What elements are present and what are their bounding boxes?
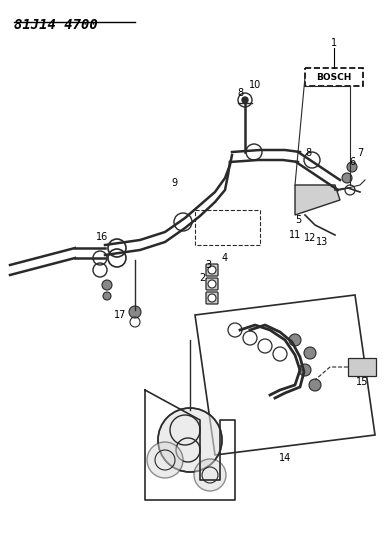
Text: BOSCH: BOSCH (316, 72, 352, 82)
Text: 7: 7 (357, 148, 363, 158)
Text: 11: 11 (289, 230, 301, 240)
Circle shape (208, 294, 216, 302)
Text: 10: 10 (249, 80, 261, 90)
Circle shape (289, 334, 301, 346)
Circle shape (242, 97, 248, 103)
Text: 8: 8 (305, 148, 311, 158)
Text: 15: 15 (356, 377, 368, 387)
Polygon shape (295, 185, 340, 215)
Text: 81J14 4700: 81J14 4700 (14, 18, 98, 32)
Text: 12: 12 (304, 233, 316, 243)
Circle shape (304, 347, 316, 359)
Text: 14: 14 (279, 453, 291, 463)
FancyBboxPatch shape (206, 264, 218, 276)
Circle shape (102, 280, 112, 290)
FancyBboxPatch shape (206, 292, 218, 304)
Circle shape (347, 162, 357, 172)
FancyBboxPatch shape (206, 278, 218, 290)
Text: 6: 6 (349, 157, 355, 167)
Circle shape (103, 292, 111, 300)
Bar (305, 68, 363, 86)
Circle shape (309, 379, 321, 391)
Circle shape (208, 280, 216, 288)
Circle shape (147, 442, 183, 478)
Text: 5: 5 (295, 215, 301, 225)
Circle shape (299, 364, 311, 376)
Text: 1: 1 (331, 38, 337, 48)
Circle shape (208, 266, 216, 274)
Text: 13: 13 (316, 237, 328, 247)
Text: 16: 16 (96, 232, 108, 242)
Text: 9: 9 (171, 178, 177, 188)
Text: 8: 8 (237, 88, 243, 98)
Text: 17: 17 (114, 310, 126, 320)
Bar (348, 358, 376, 376)
Circle shape (194, 459, 226, 491)
Text: 4: 4 (222, 253, 228, 263)
Bar (195, 210, 260, 245)
Text: 3: 3 (205, 260, 211, 270)
Circle shape (342, 173, 352, 183)
Circle shape (129, 306, 141, 318)
Text: 2: 2 (199, 273, 205, 283)
Circle shape (158, 408, 222, 472)
